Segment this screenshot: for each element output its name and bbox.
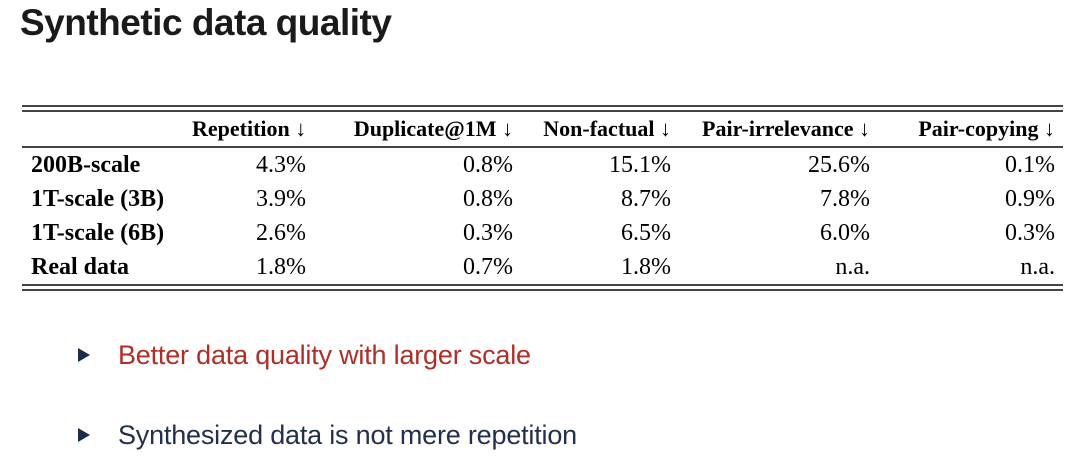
table-cell: 6.5% xyxy=(621,219,671,246)
table-cell: 25.6% xyxy=(808,151,870,178)
table-header-row: Repetition ↓ Duplicate@1M ↓ Non-factual … xyxy=(22,109,1063,148)
table-cell: n.a. xyxy=(1020,253,1055,280)
table-cell: 0.7% xyxy=(463,253,513,280)
table-row-200b-scale: 200B-scale 4.3% 0.8% 15.1% 25.6% 0.1% xyxy=(22,147,1063,182)
table-cell: n.a. xyxy=(835,253,870,280)
table-cell: 0.8% xyxy=(463,185,513,212)
triangle-right-icon xyxy=(78,348,90,362)
row-label: 200B-scale xyxy=(31,151,141,178)
table-cell: 3.9% xyxy=(256,185,306,212)
row-label: Real data xyxy=(31,253,129,280)
table-cell: 15.1% xyxy=(609,151,671,178)
row-label: 1T-scale (6B) xyxy=(31,219,165,246)
table-cell: 0.9% xyxy=(1005,185,1055,212)
row-label: 1T-scale (3B) xyxy=(31,185,165,212)
table-cell: 2.6% xyxy=(256,219,306,246)
bullet-text: Synthesized data is not mere repetition xyxy=(118,420,577,450)
bullet-item: Synthesized data is not mere repetition xyxy=(78,419,577,451)
triangle-right-icon xyxy=(78,428,90,442)
col-header-pair-copying: Pair-copying ↓ xyxy=(918,116,1055,141)
corner-cell xyxy=(22,109,192,148)
col-header-nonfactual: Non-factual ↓ xyxy=(543,116,671,141)
bullet-text: Better data quality with larger scale xyxy=(118,340,531,370)
col-header-pair-irrelevance: Pair-irrelevance ↓ xyxy=(702,116,870,141)
bullet-item: Better data quality with larger scale xyxy=(78,339,531,371)
table-row-real-data: Real data 1.8% 0.7% 1.8% n.a. n.a. xyxy=(22,250,1063,288)
table-cell: 1.8% xyxy=(621,253,671,280)
data-quality-table: Repetition ↓ Duplicate@1M ↓ Non-factual … xyxy=(22,105,1063,291)
table-cell: 0.8% xyxy=(463,151,513,178)
table-cell: 6.0% xyxy=(820,219,870,246)
table-cell: 7.8% xyxy=(820,185,870,212)
table-row-1t-scale-3b: 1T-scale (3B) 3.9% 0.8% 8.7% 7.8% 0.9% xyxy=(22,182,1063,216)
table-cell: 1.8% xyxy=(256,253,306,280)
col-header-duplicate: Duplicate@1M ↓ xyxy=(353,116,513,141)
table-cell: 8.7% xyxy=(621,185,671,212)
table-cell: 4.3% xyxy=(256,151,306,178)
table-cell: 0.3% xyxy=(1005,219,1055,246)
table-cell: 0.1% xyxy=(1005,151,1055,178)
table-row-1t-scale-6b: 1T-scale (6B) 2.6% 0.3% 6.5% 6.0% 0.3% xyxy=(22,216,1063,250)
page-title: Synthetic data quality xyxy=(20,2,392,43)
table-cell: 0.3% xyxy=(463,219,513,246)
col-header-repetition: Repetition ↓ xyxy=(192,116,306,141)
